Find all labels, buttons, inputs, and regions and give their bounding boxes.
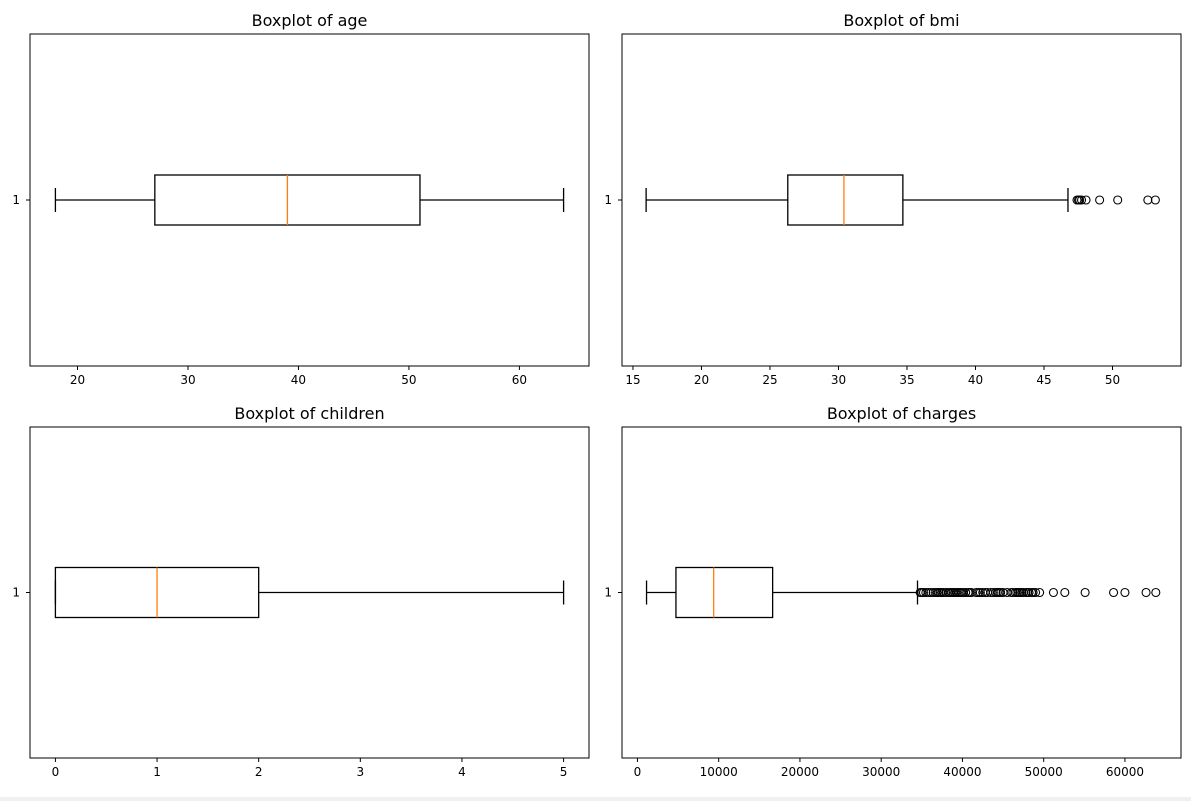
subplot-title: Boxplot of children — [234, 404, 384, 423]
outlier-point — [1143, 195, 1153, 205]
x-tick-label: 1 — [153, 765, 161, 779]
outlier-point — [1151, 587, 1161, 598]
outlier-point — [1035, 587, 1045, 598]
window-bottom-strip — [0, 797, 1191, 801]
x-tick-label: 60000 — [1106, 765, 1144, 779]
outlier-point — [975, 587, 985, 598]
outlier-point — [1150, 195, 1160, 205]
y-tick-label: 1 — [12, 193, 20, 207]
outlier-point — [961, 587, 971, 598]
outlier-point — [1076, 195, 1087, 205]
subplot-title: Boxplot of age — [252, 11, 368, 30]
outlier-point — [1095, 195, 1105, 205]
outlier-point — [1028, 587, 1038, 598]
x-tick-label: 20 — [694, 373, 709, 387]
x-tick-label: 50 — [401, 373, 416, 387]
outlier-point — [941, 587, 951, 598]
x-tick-label: 2 — [255, 765, 263, 779]
outlier-point — [996, 587, 1006, 598]
subplot-title: Boxplot of charges — [827, 404, 976, 423]
iqr-box — [675, 566, 774, 619]
outlier-point — [1048, 587, 1058, 598]
subplot-4: Boxplot of charges 0 10000 20000 30000 40000 5… — [604, 404, 1182, 779]
x-tick-label: 0 — [52, 765, 60, 779]
x-tick-label: 0 — [634, 765, 642, 779]
x-tick-label: 50 — [1105, 373, 1120, 387]
outlier-point — [1031, 587, 1041, 598]
x-tick-label: 15 — [625, 373, 640, 387]
outlier-point — [1008, 587, 1018, 598]
outlier-point — [966, 587, 976, 598]
x-tick-label: 35 — [899, 373, 914, 387]
x-tick-label: 30 — [180, 373, 195, 387]
y-tick-label: 1 — [604, 586, 612, 600]
outlier-point — [918, 587, 928, 598]
subplot-2: Boxplot of bmi 15 20 25 30 35 40 45 50 1 — [604, 11, 1182, 387]
subplot-1: Boxplot of age 20 30 40 50 60 1 — [12, 11, 590, 387]
outlier-point — [1080, 587, 1090, 598]
outlier-point — [1109, 587, 1119, 598]
y-tick-label: 1 — [12, 586, 20, 600]
x-tick-label: 40 — [291, 373, 306, 387]
subplot-3: Boxplot of children 0 1 2 3 4 5 1 — [12, 404, 590, 779]
subplot-title: Boxplot of bmi — [843, 11, 959, 30]
outlier-point — [1113, 195, 1123, 205]
outlier-point — [1024, 587, 1034, 598]
outlier-point — [1081, 195, 1091, 205]
x-tick-label: 20000 — [781, 765, 819, 779]
outlier-point — [1120, 587, 1130, 598]
x-tick-label: 20 — [70, 373, 85, 387]
x-tick-label: 30 — [831, 373, 846, 387]
x-tick-label: 10000 — [700, 765, 738, 779]
outlier-point — [988, 587, 998, 598]
x-tick-label: 45 — [1036, 373, 1051, 387]
x-tick-label: 3 — [356, 765, 364, 779]
iqr-box — [787, 174, 904, 226]
outlier-point — [921, 587, 931, 598]
x-tick-label: 60 — [512, 373, 527, 387]
x-tick-label: 30000 — [862, 765, 900, 779]
outlier-point — [923, 587, 933, 598]
x-tick-label: 5 — [560, 765, 568, 779]
outlier-point — [1141, 587, 1151, 598]
x-tick-label: 25 — [762, 373, 777, 387]
y-tick-label: 1 — [604, 193, 612, 207]
x-tick-label: 50000 — [1025, 765, 1063, 779]
outlier-point — [971, 587, 981, 598]
x-tick-label: 40000 — [943, 765, 981, 779]
outlier-point — [928, 587, 938, 598]
x-tick-label: 4 — [458, 765, 466, 779]
x-tick-label: 40 — [968, 373, 983, 387]
outlier-point — [1060, 587, 1070, 598]
